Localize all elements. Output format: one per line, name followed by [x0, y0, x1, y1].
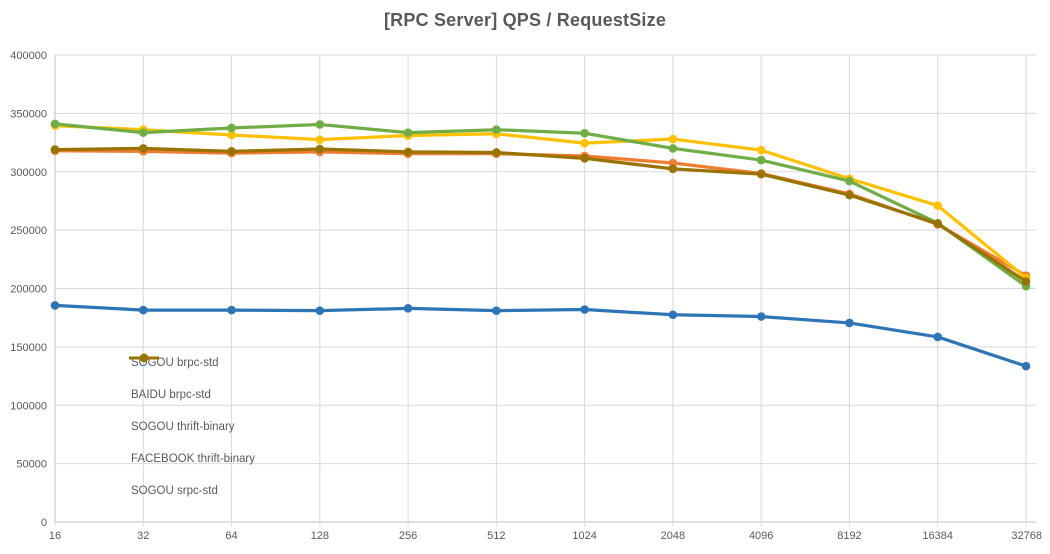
- series-line-baidu-brpc-std: [53, 124, 1028, 280]
- data-point-marker-facebook-thrift-binary: [580, 305, 589, 314]
- data-point-marker-baidu-brpc-std: [315, 135, 325, 144]
- legend-item-sogou-thrift-binary: SOGOU thrift-binary: [128, 353, 255, 437]
- x-axis-tick-label: 32: [137, 530, 149, 542]
- legend-item-baidu-brpc-std: BAIDU brpc-std: [128, 353, 255, 405]
- x-axis-tick-label: 512: [487, 530, 505, 542]
- x-axis-tick-label: 1024: [572, 530, 596, 542]
- data-point-marker-facebook-thrift-binary: [50, 301, 60, 310]
- x-axis-tick-label: 32768: [1011, 530, 1042, 542]
- legend: SOGOU brpc-std BAIDU brpc-std SOGOU thrift…: [128, 352, 255, 501]
- data-point-marker-sogou-thrift-binary: [580, 128, 589, 138]
- data-point-marker-sogou-srpc-std: [403, 147, 413, 157]
- series-line-sogou-thrift-binary: [53, 122, 1028, 288]
- data-point-marker-sogou-srpc-std: [492, 148, 501, 157]
- chart-title: [RPC Server] QPS / RequestSize: [383, 10, 667, 30]
- y-axis-tick-label: 100000: [10, 400, 47, 412]
- data-point-marker-facebook-thrift-binary: [845, 318, 854, 328]
- data-point-marker-facebook-thrift-binary: [933, 332, 943, 342]
- data-point-marker-sogou-thrift-binary: [756, 155, 766, 165]
- data-point-marker-baidu-brpc-std: [227, 130, 236, 140]
- series-line-sogou-brpc-std: [53, 149, 1028, 278]
- legend-line-icon: [129, 353, 159, 363]
- y-axis-tick-label: 350000: [10, 108, 47, 120]
- legend-item-label: FACEBOOK thrift-binary: [131, 452, 255, 465]
- data-point-marker-sogou-thrift-binary: [668, 144, 678, 153]
- data-point-marker-sogou-srpc-std: [580, 154, 589, 163]
- data-point-marker-sogou-thrift-binary: [138, 128, 148, 137]
- data-point-marker-sogou-thrift-binary: [50, 119, 60, 129]
- x-axis-tick-label: 64: [225, 530, 237, 542]
- data-point-marker-baidu-brpc-std: [668, 134, 678, 144]
- data-point-marker-facebook-thrift-binary: [315, 306, 325, 315]
- data-point-marker-sogou-srpc-std: [1021, 277, 1031, 286]
- x-axis-tick-label: 16: [49, 530, 61, 542]
- y-axis-tick-label: 150000: [10, 342, 47, 354]
- data-point-marker-sogou-thrift-binary: [845, 176, 854, 186]
- x-axis-tick-label: 8192: [837, 530, 861, 542]
- data-point-marker-facebook-thrift-binary: [492, 306, 501, 315]
- y-axis-tick-label: 200000: [10, 284, 47, 296]
- legend-marker-icon: [139, 353, 149, 363]
- y-axis-tick-label: 0: [41, 517, 47, 529]
- legend-item-label: SOGOU srpc-std: [131, 484, 218, 497]
- data-point-marker-sogou-srpc-std: [756, 169, 766, 179]
- data-point-marker-sogou-srpc-std: [933, 219, 943, 229]
- series-line-sogou-srpc-std: [53, 146, 1028, 284]
- data-point-marker-sogou-srpc-std: [315, 144, 325, 154]
- data-point-marker-facebook-thrift-binary: [403, 304, 413, 313]
- x-axis-tick-label: 4096: [749, 530, 773, 542]
- data-point-marker-sogou-srpc-std: [845, 190, 854, 200]
- data-point-marker-sogou-thrift-binary: [403, 128, 413, 137]
- data-point-marker-baidu-brpc-std: [933, 201, 943, 210]
- data-point-marker-baidu-brpc-std: [580, 138, 589, 148]
- data-point-marker-facebook-thrift-binary: [138, 305, 148, 315]
- series-line-facebook-thrift-binary: [53, 303, 1028, 368]
- data-point-marker-sogou-srpc-std: [50, 145, 60, 154]
- data-point-marker-sogou-thrift-binary: [315, 120, 325, 129]
- legend-item-sogou-srpc-std: SOGOU srpc-std: [128, 353, 255, 501]
- data-point-marker-facebook-thrift-binary: [756, 312, 766, 321]
- data-point-marker-facebook-thrift-binary: [668, 310, 678, 320]
- data-point-marker-sogou-srpc-std: [227, 147, 236, 156]
- x-axis-tick-label: 128: [311, 530, 329, 542]
- y-axis-tick-label: 400000: [10, 50, 47, 62]
- y-axis-tick-label: 50000: [16, 459, 47, 471]
- data-point-marker-baidu-brpc-std: [756, 145, 766, 155]
- data-point-marker-sogou-thrift-binary: [492, 125, 501, 135]
- legend-item-label: BAIDU brpc-std: [131, 388, 211, 401]
- legend-item-facebook-thrift-binary: FACEBOOK thrift-binary: [128, 353, 255, 469]
- data-point-marker-facebook-thrift-binary: [1021, 361, 1031, 371]
- y-axis-tick-label: 250000: [10, 225, 47, 237]
- legend-item-label: SOGOU thrift-binary: [131, 420, 235, 433]
- y-axis-tick-label: 300000: [10, 167, 47, 179]
- data-point-marker-sogou-srpc-std: [668, 164, 678, 174]
- data-point-marker-facebook-thrift-binary: [227, 305, 236, 315]
- data-point-marker-sogou-thrift-binary: [227, 123, 236, 133]
- data-point-marker-sogou-srpc-std: [138, 144, 148, 153]
- x-axis-tick-label: 16384: [922, 530, 953, 542]
- x-axis-tick-label: 2048: [661, 530, 685, 542]
- x-axis-tick-label: 256: [399, 530, 417, 542]
